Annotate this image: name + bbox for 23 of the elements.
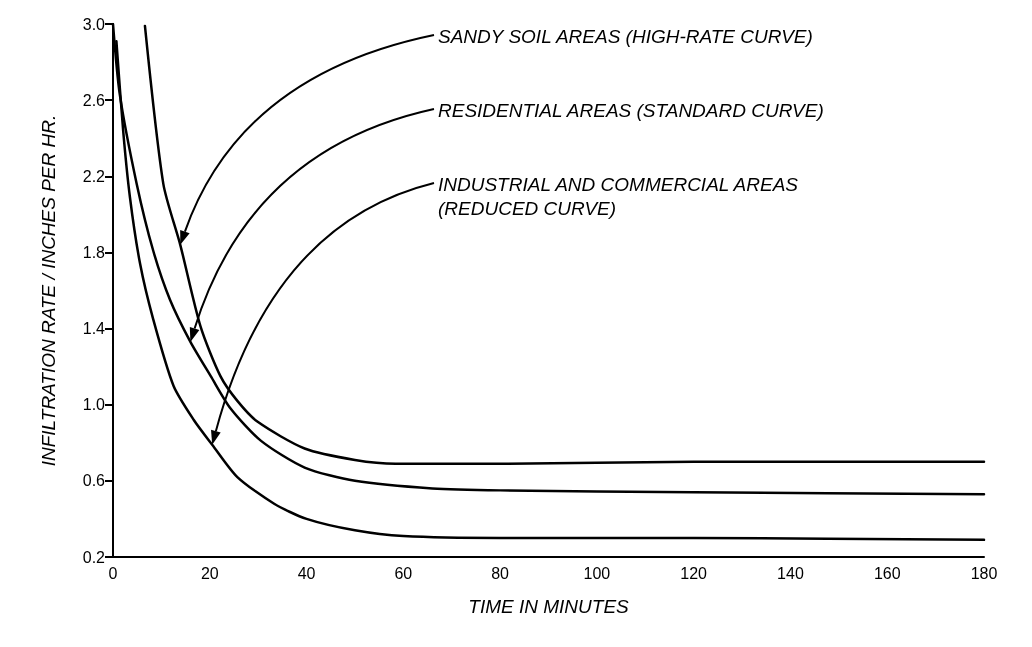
x-tick-label: 120 xyxy=(680,564,708,582)
x-tick-label: 40 xyxy=(297,564,316,582)
y-tick-label: 0.2 xyxy=(82,548,106,566)
y-tick-label: 3.0 xyxy=(82,15,106,33)
x-axis-title: TIME IN MINUTES xyxy=(468,596,630,617)
y-tick-label: 1.8 xyxy=(82,243,106,261)
annotation: INDUSTRIAL AND COMMERCIAL AREAS (REDUCED CURVE) xyxy=(438,173,799,219)
x-tick-label: 0 xyxy=(108,564,118,582)
y-tick-label: 0.6 xyxy=(82,472,106,490)
y-tick-label: 2.2 xyxy=(82,167,106,185)
y-tick-label: 2.6 xyxy=(82,91,106,109)
annotation: SANDY SOIL AREAS (HIGH-RATE CURVE) xyxy=(438,25,813,47)
x-tick-label: 100 xyxy=(583,564,611,582)
y-tick-label: 1.4 xyxy=(82,320,106,338)
y-axis-title: INFILTRATION RATE / INCHES PER HR. xyxy=(38,114,59,467)
y-tick-label: 1.0 xyxy=(82,396,106,414)
annotation: RESIDENTIAL AREAS (STANDARD CURVE) xyxy=(438,99,824,121)
x-tick-label: 180 xyxy=(970,564,998,582)
x-tick-label: 160 xyxy=(873,564,901,582)
x-tick-label: 60 xyxy=(394,564,413,582)
x-tick-label: 20 xyxy=(200,564,219,582)
x-tick-label: 140 xyxy=(777,564,804,582)
x-tick-label: 80 xyxy=(491,564,510,582)
